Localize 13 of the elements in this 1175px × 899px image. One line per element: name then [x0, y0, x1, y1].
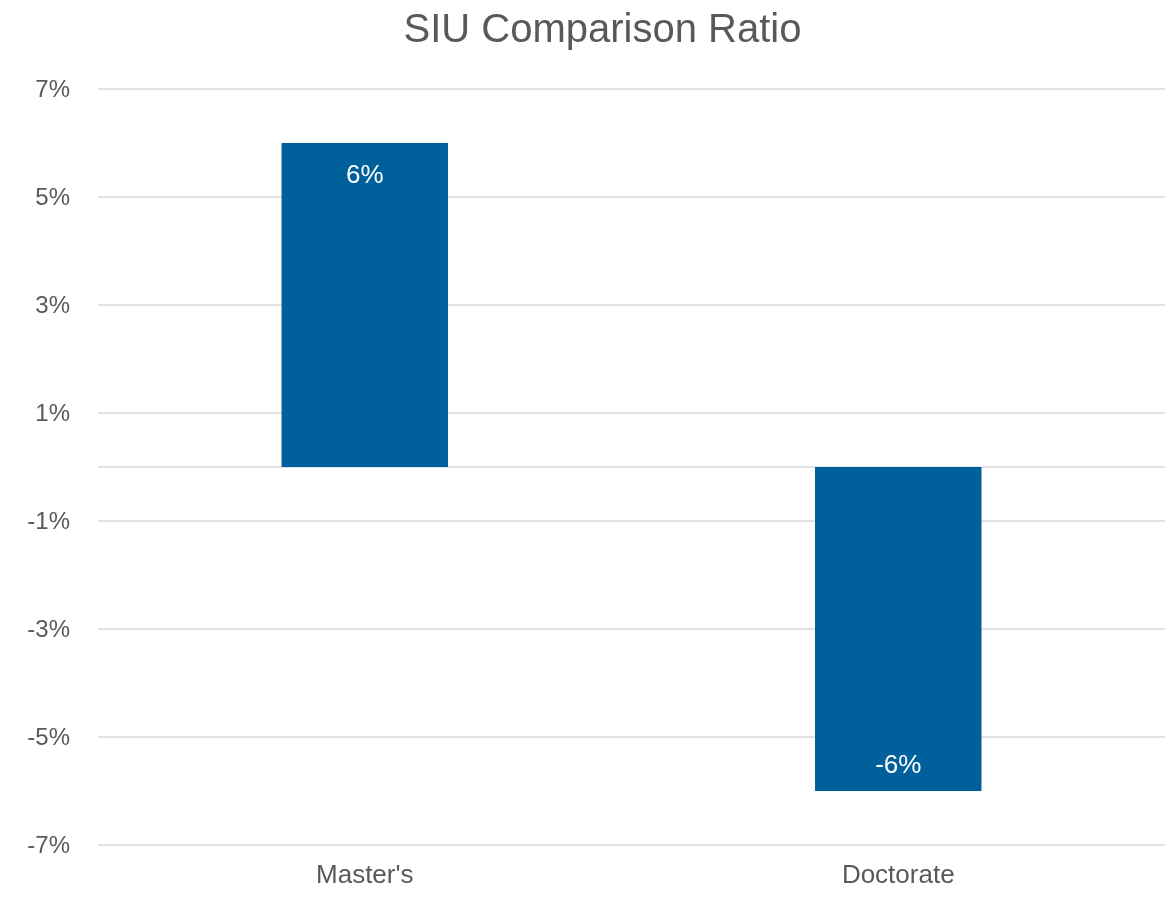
- y-tick-label: 5%: [35, 183, 70, 211]
- y-tick-label: -3%: [27, 615, 70, 643]
- y-tick-label: -5%: [27, 723, 70, 751]
- y-tick-label: -7%: [27, 831, 70, 859]
- data-label: -6%: [875, 749, 922, 779]
- y-tick-label: 7%: [35, 75, 70, 103]
- chart-title: SIU Comparison Ratio: [403, 6, 802, 50]
- x-tick-label: Doctorate: [841, 859, 955, 889]
- y-tick-label: 1%: [35, 399, 70, 427]
- x-tick-label: Master's: [316, 859, 414, 889]
- y-tick-label: 3%: [35, 291, 70, 319]
- y-tick-label: -1%: [27, 507, 70, 535]
- data-label: 6%: [345, 159, 384, 189]
